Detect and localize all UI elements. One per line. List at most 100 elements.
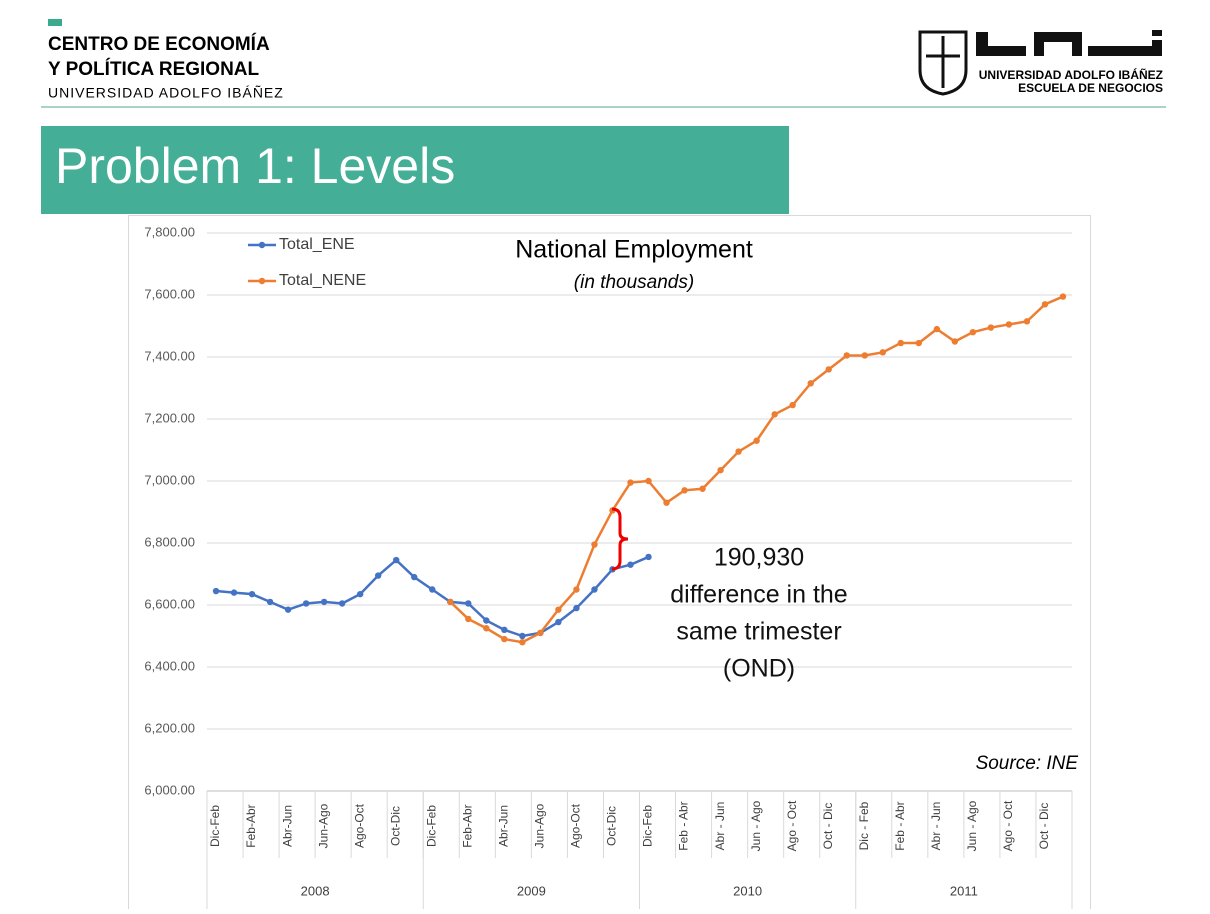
data-point [338,600,346,607]
data-point [591,541,598,548]
legend-marker [258,277,266,285]
data-point [302,600,310,607]
data-point [807,380,814,387]
x-tick-label: Dic-Feb [208,805,222,847]
data-point [230,589,238,596]
data-point [573,604,580,612]
data-point [843,352,850,359]
title-bar [41,126,789,214]
data-point [537,629,544,637]
center-university: UNIVERSIDAD ADOLFO IBÁÑEZ [48,85,284,101]
x-tick-label: Oct-Dic [605,806,619,846]
data-point [627,561,634,568]
x-tick-label: Feb-Abr [244,804,258,847]
x-group-label: 2009 [517,883,546,898]
x-tick-label: Abr - Jun [929,802,943,851]
x-tick-label: Oct - Dic [821,803,835,850]
uai-logo [918,30,1162,96]
data-point [284,606,292,613]
data-point [627,479,634,486]
center-name: Y POLÍTICA REGIONAL [48,58,260,80]
data-point [483,617,490,624]
data-point [519,639,526,646]
data-point [465,615,472,623]
center-name: CENTRO DE ECONOMÍA [48,33,270,55]
data-point [699,485,706,492]
y-tick-label: 7,400.00 [144,348,195,363]
y-tick-label: 6,200.00 [144,720,195,735]
data-point [717,466,724,474]
x-group-label: 2008 [301,883,330,898]
x-tick-label: Ago-Oct [569,803,583,848]
x-group-label: 2011 [950,883,978,898]
annotation: same trimester [676,618,841,646]
data-point [501,635,508,643]
x-tick-label: Jun-Ago [316,803,330,848]
data-point [663,499,670,506]
x-tick-label: Feb - Abr [677,801,691,850]
data-point [429,586,436,593]
y-tick-label: 6,400.00 [144,658,195,673]
y-tick-label: 7,600.00 [144,286,195,301]
data-point [393,556,400,564]
data-point [933,325,941,333]
x-tick-label: Dic-Feb [641,805,655,847]
source: Source: INE [976,753,1079,774]
data-point [951,338,959,345]
data-point [879,349,886,356]
x-tick-label: Dic-Feb [424,805,438,847]
logo-text: ESCUELA DE NEGOCIOS [1018,81,1163,95]
data-point [266,598,274,606]
data-point [374,572,382,579]
y-tick-label: 6,800.00 [144,534,195,549]
y-tick-label: 6,000.00 [144,782,195,797]
data-point [1041,301,1049,308]
data-point [753,437,760,444]
data-point [555,606,562,613]
x-tick-label: Jun-Ago [533,803,547,848]
data-point [212,587,220,595]
data-point [771,411,778,418]
data-point [519,632,526,640]
data-point [573,586,580,593]
difference-brace [611,507,629,571]
data-point [645,477,652,485]
annotation: 190,930 [714,544,804,572]
y-tick-label: 7,800.00 [144,224,195,239]
x-tick-label: Dic - Feb [857,801,871,850]
chart-subtitle: (in thousands) [574,272,694,293]
data-point [1059,293,1067,300]
x-tick-label: Abr - Jun [713,802,727,851]
x-group-label: 2010 [733,883,762,898]
data-point [248,590,256,598]
x-tick-label: Ago-Oct [352,803,366,848]
data-point [411,573,418,581]
data-point [735,448,742,455]
data-point [555,618,562,626]
legend-label: Total_ENE [279,236,355,253]
logo-text: UNIVERSIDAD ADOLFO IBÁÑEZ [979,67,1163,82]
y-tick-label: 6,600.00 [144,596,195,611]
plot: 6,000.00 6,200.00 6,400.00 6,600.00 6,800.00… [144,224,1073,909]
y-tick-label: 7,200.00 [144,410,195,425]
chart-title: National Employment [515,236,753,264]
x-tick-label: Oct - Dic [1037,803,1051,850]
annotation: (OND) [723,655,795,683]
data-point [1023,318,1031,325]
accent [48,19,62,26]
data-point [591,586,598,593]
slide-title: Problem 1: Levels [55,138,455,194]
data-point [681,487,688,494]
data-point [969,329,977,336]
data-point [465,600,472,607]
x-tick-label: Abr-Jun [497,805,511,847]
chart-frame [128,215,1091,914]
data-point [825,366,832,373]
data-point [483,625,490,632]
x-tick-label: Ago - Oct [1001,800,1015,851]
data-point [897,339,905,347]
data-point [987,324,995,331]
data-point [447,598,454,606]
legend-marker [258,241,266,249]
